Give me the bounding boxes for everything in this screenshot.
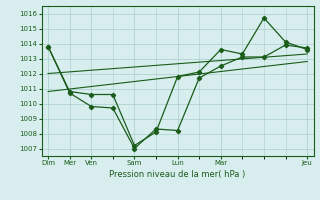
- X-axis label: Pression niveau de la mer( hPa ): Pression niveau de la mer( hPa ): [109, 170, 246, 179]
